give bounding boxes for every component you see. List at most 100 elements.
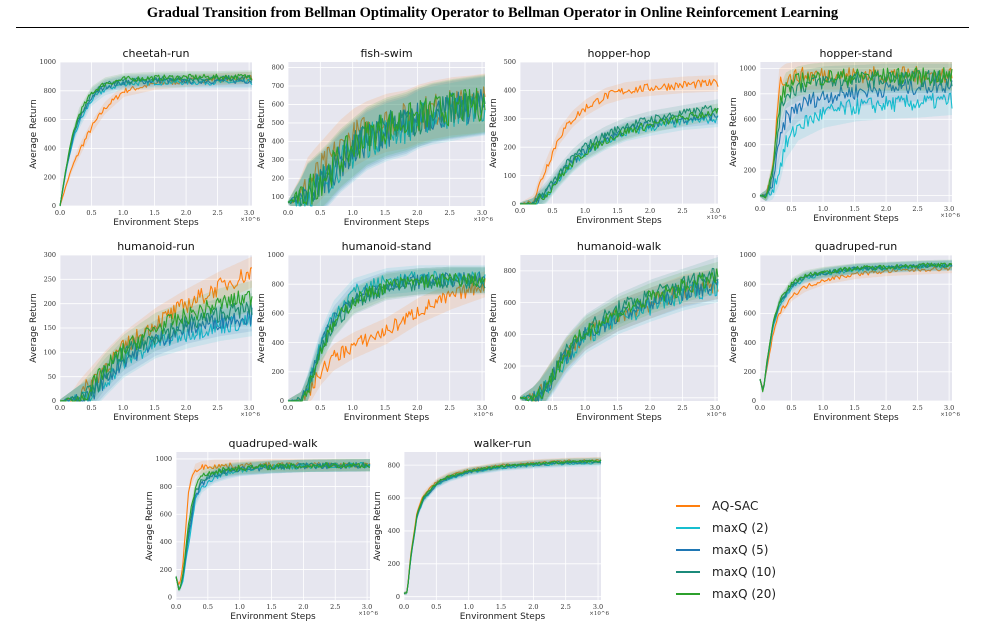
x-scale-note: ×10^6 bbox=[940, 212, 960, 219]
x-scale-note: ×10^6 bbox=[473, 216, 493, 223]
legend-label: maxQ (20) bbox=[712, 587, 776, 601]
x-tick-label: 3.0 bbox=[593, 603, 603, 611]
x-tick-label: 0.0 bbox=[283, 209, 293, 217]
x-tick-label: 0.5 bbox=[315, 404, 325, 412]
series-line bbox=[59, 77, 253, 207]
series-line bbox=[59, 290, 253, 402]
series-line bbox=[59, 267, 253, 402]
y-tick-label: 0 bbox=[752, 397, 756, 405]
title-rule bbox=[16, 27, 969, 28]
y-tick-label: 800 bbox=[388, 461, 400, 469]
x-tick-label: 2.5 bbox=[912, 404, 922, 412]
x-axis-label: Environment Steps bbox=[344, 218, 430, 228]
x-tick-label: 2.5 bbox=[212, 209, 222, 217]
x-tick-label: 1.0 bbox=[348, 404, 358, 412]
x-axis-label: Environment Steps bbox=[813, 413, 899, 423]
x-tick-label: 0.0 bbox=[515, 404, 525, 412]
series-line bbox=[288, 272, 486, 402]
subplot-walker-run: 0.0 0.5 1.0 1.5 2.0 2.5 3.0 0 200 400 600 800 walker… bbox=[373, 437, 609, 622]
y-tick-label: 100 bbox=[504, 172, 516, 180]
series-line bbox=[403, 459, 602, 594]
x-tick-label: 2.5 bbox=[677, 207, 687, 215]
series-line bbox=[60, 299, 253, 402]
y-tick-label: 200 bbox=[44, 300, 56, 308]
y-axis-label: Average Return bbox=[729, 97, 739, 167]
x-tick-label: 1.5 bbox=[380, 209, 390, 217]
y-axis-label: Average Return bbox=[145, 491, 155, 561]
subplot-title: humanoid-walk bbox=[577, 240, 662, 253]
subplot-fish-swim: 0.0 0.5 1.0 1.5 2.0 2.5 3.0 100 200 300 400 500 600 7… bbox=[257, 47, 493, 228]
x-scale-note: ×10^6 bbox=[240, 216, 260, 223]
x-tick-label: 1.5 bbox=[612, 207, 622, 215]
y-axis-label: Average Return bbox=[729, 293, 739, 363]
series-band bbox=[520, 271, 718, 401]
subplot-title: walker-run bbox=[474, 437, 532, 450]
subplot-title: hopper-stand bbox=[820, 47, 893, 60]
series-line bbox=[759, 262, 953, 393]
y-axis-label: Average Return bbox=[489, 293, 499, 363]
plot-area bbox=[176, 452, 370, 600]
y-tick-label: 200 bbox=[744, 368, 756, 376]
y-tick-label: 1000 bbox=[739, 251, 756, 259]
x-tick-label: 0.5 bbox=[86, 404, 96, 412]
series-line bbox=[59, 312, 253, 402]
x-tick-label: 2.0 bbox=[412, 209, 422, 217]
subplot-humanoid-stand: 0.0 0.5 1.0 1.5 2.0 2.5 3.0 0 200 400 600 800 1000 hu… bbox=[257, 240, 493, 423]
x-tick-label: 1.5 bbox=[849, 404, 859, 412]
y-tick-label: 800 bbox=[504, 267, 516, 275]
series-line bbox=[59, 73, 253, 207]
y-tick-label: 400 bbox=[504, 87, 516, 95]
series-line bbox=[759, 265, 953, 389]
x-tick-label: 1.0 bbox=[348, 209, 358, 217]
x-axis-label: Environment Steps bbox=[460, 612, 546, 622]
y-tick-label: 0 bbox=[396, 593, 400, 601]
x-tick-label: 0.5 bbox=[786, 205, 796, 213]
x-scale-note: ×10^6 bbox=[706, 214, 726, 221]
y-tick-label: 400 bbox=[160, 538, 172, 546]
series-line bbox=[759, 77, 953, 197]
y-axis-label: Average Return bbox=[489, 98, 499, 168]
x-tick-label: 1.0 bbox=[818, 404, 828, 412]
y-tick-label: 0 bbox=[512, 394, 516, 402]
plot-area bbox=[760, 255, 952, 401]
x-tick-label: 1.5 bbox=[266, 603, 276, 611]
y-tick-label: 1000 bbox=[39, 58, 56, 66]
series-band bbox=[520, 268, 718, 401]
x-axis-label: Environment Steps bbox=[576, 216, 662, 226]
y-tick-label: 800 bbox=[272, 64, 284, 72]
x-tick-label: 2.5 bbox=[561, 603, 571, 611]
y-tick-label: 400 bbox=[44, 145, 56, 153]
series-band bbox=[520, 75, 718, 204]
y-tick-label: 600 bbox=[44, 116, 56, 124]
series-line bbox=[288, 278, 486, 402]
x-tick-label: 2.5 bbox=[677, 404, 687, 412]
y-tick-label: 800 bbox=[272, 280, 284, 288]
x-scale-note: ×10^6 bbox=[358, 610, 378, 617]
y-tick-label: 200 bbox=[272, 175, 284, 183]
x-tick-label: 0.0 bbox=[755, 205, 765, 213]
legend-label: AQ-SAC bbox=[712, 499, 758, 513]
figure-header: Gradual Transition from Bellman Optimali… bbox=[0, 0, 985, 30]
series-line bbox=[59, 78, 253, 207]
x-tick-label: 0.0 bbox=[55, 209, 65, 217]
series-band bbox=[520, 103, 718, 204]
x-tick-label: 3.0 bbox=[710, 207, 720, 215]
y-tick-label: 200 bbox=[272, 368, 284, 376]
x-tick-label: 0.5 bbox=[86, 209, 96, 217]
series-band bbox=[288, 76, 485, 206]
y-tick-label: 400 bbox=[272, 339, 284, 347]
x-tick-label: 2.5 bbox=[445, 404, 455, 412]
series-line bbox=[287, 87, 486, 205]
x-scale-note: ×10^6 bbox=[473, 411, 493, 418]
y-tick-label: 400 bbox=[744, 141, 756, 149]
series-band bbox=[288, 75, 485, 207]
series-band bbox=[520, 257, 718, 401]
x-tick-label: 1.0 bbox=[464, 603, 474, 611]
x-tick-label: 3.0 bbox=[362, 603, 372, 611]
y-tick-label: 200 bbox=[504, 362, 516, 370]
x-tick-label: 0.5 bbox=[786, 404, 796, 412]
x-tick-label: 1.0 bbox=[580, 404, 590, 412]
series-band bbox=[760, 85, 952, 202]
y-tick-label: 1000 bbox=[267, 251, 284, 259]
